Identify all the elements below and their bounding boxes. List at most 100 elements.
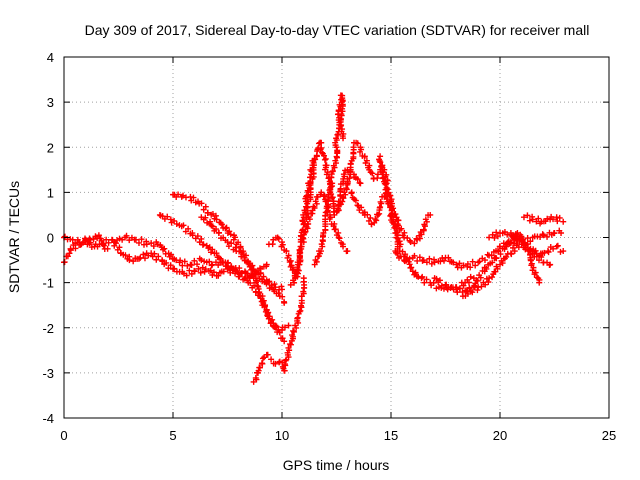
data-point bbox=[388, 200, 395, 207]
data-point bbox=[321, 156, 328, 163]
series-track-6 bbox=[198, 214, 288, 306]
data-point bbox=[453, 286, 460, 293]
data-point bbox=[419, 257, 426, 264]
data-point bbox=[344, 248, 351, 255]
data-point bbox=[474, 277, 481, 284]
data-point bbox=[456, 260, 463, 267]
data-point bbox=[194, 261, 201, 268]
data-point bbox=[183, 272, 190, 279]
data-point bbox=[275, 290, 282, 297]
data-point bbox=[287, 341, 294, 348]
data-point bbox=[298, 300, 305, 307]
data-point bbox=[276, 329, 283, 336]
data-point bbox=[216, 229, 223, 236]
data-point bbox=[301, 229, 308, 236]
data-point bbox=[104, 245, 111, 252]
data-point bbox=[493, 255, 500, 262]
data-point bbox=[397, 253, 404, 260]
data-point bbox=[126, 257, 133, 264]
data-point bbox=[319, 243, 326, 250]
data-point bbox=[420, 257, 427, 264]
data-point bbox=[222, 263, 229, 270]
data-point bbox=[438, 282, 445, 289]
data-point bbox=[310, 162, 317, 169]
data-point bbox=[406, 261, 413, 268]
data-point bbox=[377, 204, 384, 211]
data-point bbox=[553, 243, 560, 250]
data-point bbox=[449, 284, 456, 291]
data-point bbox=[236, 265, 243, 272]
data-point bbox=[352, 197, 359, 204]
data-point bbox=[317, 139, 324, 146]
data-point bbox=[481, 257, 488, 264]
data-point bbox=[509, 244, 516, 251]
data-point bbox=[508, 251, 515, 258]
data-point bbox=[150, 243, 157, 250]
data-point bbox=[388, 213, 395, 220]
data-point bbox=[520, 214, 527, 221]
data-point bbox=[253, 277, 260, 284]
data-point bbox=[499, 260, 506, 267]
data-point bbox=[338, 122, 345, 129]
data-point bbox=[409, 268, 416, 275]
data-point bbox=[103, 236, 110, 243]
data-point bbox=[300, 290, 307, 297]
data-point bbox=[198, 257, 205, 264]
data-point bbox=[180, 222, 187, 229]
data-point bbox=[427, 211, 434, 218]
data-point bbox=[190, 194, 197, 201]
data-point bbox=[382, 180, 389, 187]
data-point bbox=[551, 229, 558, 236]
data-point bbox=[460, 262, 467, 269]
data-point bbox=[66, 250, 73, 257]
data-point bbox=[297, 249, 304, 256]
data-point bbox=[535, 215, 542, 222]
data-point bbox=[325, 194, 332, 201]
data-point bbox=[350, 146, 357, 153]
data-point bbox=[302, 221, 309, 228]
data-point bbox=[241, 257, 248, 264]
y-tick-label: -2 bbox=[42, 321, 54, 336]
data-point bbox=[261, 303, 268, 310]
data-point bbox=[167, 216, 174, 223]
data-point bbox=[387, 192, 394, 199]
data-point bbox=[526, 217, 533, 224]
data-point bbox=[208, 249, 215, 256]
data-point bbox=[522, 244, 529, 251]
data-point bbox=[303, 192, 310, 199]
data-point bbox=[259, 293, 266, 300]
data-point bbox=[467, 264, 474, 271]
data-point bbox=[191, 268, 198, 275]
data-point bbox=[256, 289, 263, 296]
data-point bbox=[291, 328, 298, 335]
data-point bbox=[279, 286, 285, 293]
data-point bbox=[290, 327, 297, 334]
data-point bbox=[311, 204, 318, 211]
data-point bbox=[247, 280, 254, 287]
data-point bbox=[307, 191, 314, 198]
data-point bbox=[228, 264, 235, 271]
data-point bbox=[550, 216, 557, 223]
data-point bbox=[394, 250, 401, 257]
data-point bbox=[100, 240, 107, 247]
data-point bbox=[74, 236, 81, 243]
data-point bbox=[279, 335, 286, 342]
data-point bbox=[213, 226, 220, 233]
data-point bbox=[202, 266, 209, 273]
data-point bbox=[541, 249, 548, 256]
data-point bbox=[253, 376, 260, 383]
data-point bbox=[394, 243, 401, 250]
data-point bbox=[237, 270, 244, 277]
data-point bbox=[285, 322, 292, 329]
data-point bbox=[298, 245, 305, 252]
data-point bbox=[347, 166, 354, 173]
data-point bbox=[151, 250, 158, 257]
data-point bbox=[222, 225, 229, 232]
data-point bbox=[335, 107, 342, 114]
data-point bbox=[489, 231, 496, 238]
data-point bbox=[335, 207, 342, 214]
data-point bbox=[240, 251, 247, 258]
data-point bbox=[287, 281, 294, 288]
data-point bbox=[213, 250, 220, 257]
